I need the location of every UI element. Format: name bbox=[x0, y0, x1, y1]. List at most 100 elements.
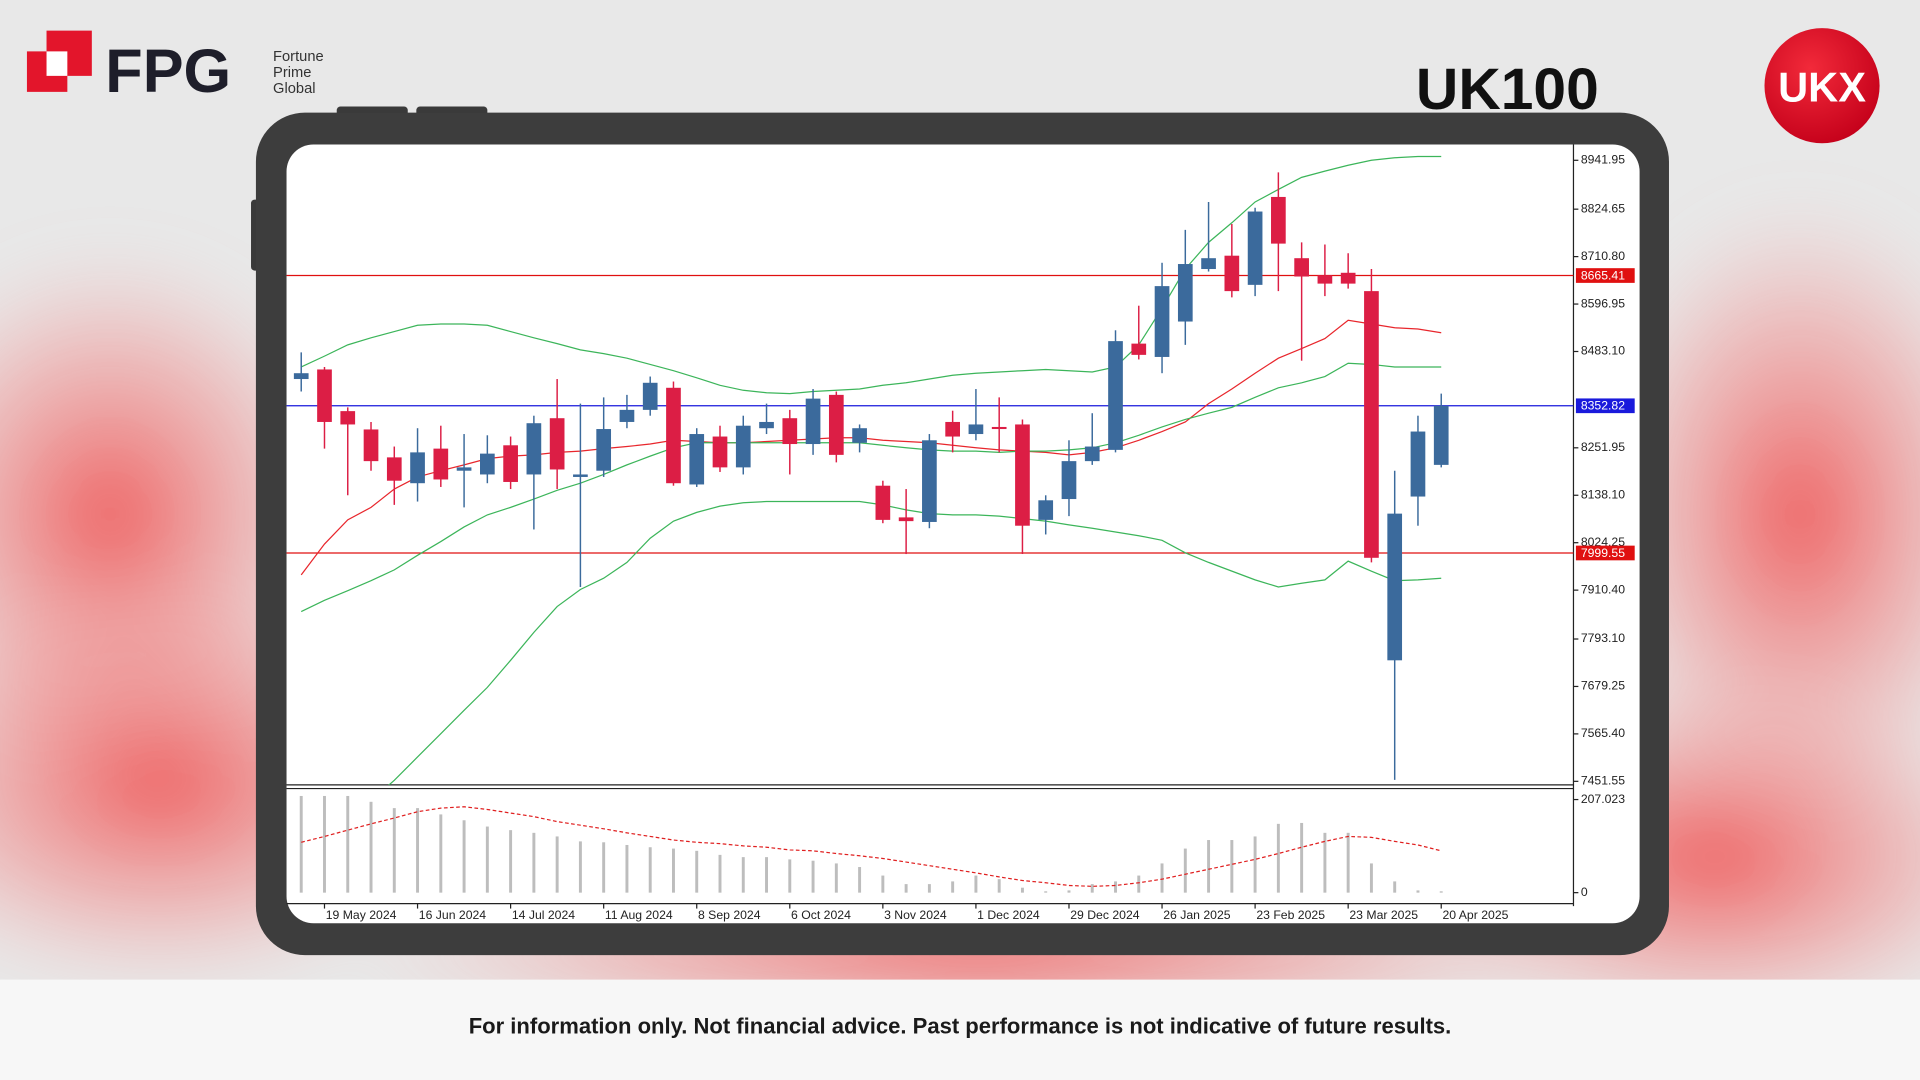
bar bbox=[416, 808, 420, 893]
bar bbox=[858, 867, 862, 893]
x-tick-label: 26 Jan 2025 bbox=[1163, 908, 1231, 922]
candle-body bbox=[1154, 286, 1170, 357]
x-tick-label: 23 Feb 2025 bbox=[1256, 908, 1325, 922]
y-tick-label: 8138.10 bbox=[1581, 487, 1625, 501]
candle-body bbox=[340, 411, 356, 425]
badge-text: UKX bbox=[1778, 64, 1866, 111]
price-level-tag bbox=[1575, 268, 1635, 283]
candle-body bbox=[759, 421, 774, 429]
logo-line: Fortune bbox=[273, 49, 324, 65]
candle-body bbox=[1177, 264, 1193, 322]
candle-body bbox=[898, 517, 914, 522]
bar bbox=[765, 857, 768, 893]
bar bbox=[462, 820, 466, 893]
logo-line: Global bbox=[273, 81, 315, 97]
price-level-label: 7999.55 bbox=[1581, 546, 1625, 560]
bar bbox=[718, 854, 722, 893]
bar bbox=[1067, 890, 1071, 893]
x-tick-label: 1 Dec 2024 bbox=[977, 908, 1040, 922]
candle-body bbox=[1271, 196, 1286, 244]
candle-body bbox=[735, 425, 751, 468]
candle-body bbox=[805, 398, 821, 445]
bar bbox=[346, 795, 350, 893]
price-level-label: 8352.82 bbox=[1581, 399, 1625, 413]
candle-body bbox=[666, 387, 681, 484]
x-tick-label: 19 May 2024 bbox=[326, 908, 397, 922]
x-tick-label: 8 Sep 2024 bbox=[698, 908, 761, 922]
candle-body bbox=[573, 474, 588, 477]
bar bbox=[904, 884, 908, 893]
bar bbox=[602, 842, 606, 893]
bar bbox=[1090, 884, 1094, 893]
y-tick-label: 8596.95 bbox=[1581, 296, 1625, 310]
logo-text: FPG bbox=[105, 37, 231, 105]
bar bbox=[648, 847, 652, 893]
indicator-line bbox=[388, 500, 1442, 785]
candle-body bbox=[1038, 500, 1054, 520]
bar bbox=[1230, 840, 1234, 893]
candle-body bbox=[1015, 424, 1030, 526]
candle-body bbox=[549, 418, 565, 470]
bar bbox=[323, 795, 326, 893]
candle-body bbox=[991, 426, 1007, 430]
bar bbox=[951, 881, 955, 893]
candle-body bbox=[526, 423, 542, 475]
bar bbox=[625, 844, 629, 893]
candle-body bbox=[1084, 446, 1100, 462]
bar bbox=[672, 848, 675, 893]
y-tick-label: 8710.80 bbox=[1581, 249, 1625, 263]
y-tick-label: 8024.25 bbox=[1581, 535, 1625, 549]
candle-body bbox=[619, 409, 635, 422]
y-tick-label: 207.023 bbox=[1581, 792, 1625, 806]
bar bbox=[1137, 875, 1141, 893]
candle-body bbox=[1201, 258, 1216, 270]
x-tick-label: 29 Dec 2024 bbox=[1070, 908, 1140, 922]
sub-plot bbox=[299, 795, 1443, 893]
bar bbox=[1393, 881, 1397, 893]
candle-body bbox=[1108, 341, 1123, 450]
y-tick-label: 7910.40 bbox=[1581, 582, 1625, 596]
candle-body bbox=[503, 445, 518, 482]
y-tick-label: 8251.95 bbox=[1581, 440, 1625, 454]
bar bbox=[1346, 832, 1350, 893]
candle-body bbox=[1224, 255, 1240, 292]
bar bbox=[555, 836, 559, 893]
bar bbox=[485, 826, 489, 893]
bar bbox=[509, 830, 513, 893]
candle-body bbox=[433, 448, 449, 480]
candle-body bbox=[689, 434, 705, 485]
candle-body bbox=[1387, 513, 1403, 661]
candle-body bbox=[596, 429, 612, 471]
bar bbox=[1044, 891, 1048, 893]
badge bbox=[1764, 28, 1880, 144]
price-level-label: 8665.41 bbox=[1581, 268, 1625, 282]
bar bbox=[1183, 848, 1187, 893]
candle-body bbox=[1410, 431, 1426, 497]
y-tick-label: 0 bbox=[1581, 885, 1588, 899]
logo-line: Prime bbox=[273, 65, 311, 81]
candle-body bbox=[1131, 343, 1147, 355]
y-tick-label: 8824.65 bbox=[1581, 201, 1625, 215]
bar bbox=[1416, 890, 1420, 893]
y-tick-label: 7679.25 bbox=[1581, 679, 1625, 693]
candle-body bbox=[410, 452, 425, 484]
bar bbox=[439, 814, 443, 893]
signal-line bbox=[301, 806, 1442, 887]
bar bbox=[974, 875, 978, 893]
y-tick-label: 7793.10 bbox=[1581, 631, 1625, 645]
bar bbox=[1114, 881, 1117, 893]
candle-body bbox=[1433, 405, 1449, 465]
candle-body bbox=[1317, 275, 1333, 284]
logo: FPG Fortune Prime Global bbox=[26, 30, 324, 105]
candle-body bbox=[968, 424, 984, 435]
y-tick-label: 7565.40 bbox=[1581, 726, 1625, 740]
candle-body bbox=[852, 428, 867, 443]
bar bbox=[834, 863, 838, 893]
price-level-tag bbox=[1575, 398, 1635, 414]
bar bbox=[997, 879, 1001, 893]
candle-body bbox=[480, 453, 495, 475]
bar bbox=[369, 801, 373, 893]
chart: 8941.95 8824.65 8710.80 8596.95 8483.10 8251.… bbox=[286, 144, 1635, 922]
x-tick-label: 3 Nov 2024 bbox=[884, 908, 947, 922]
